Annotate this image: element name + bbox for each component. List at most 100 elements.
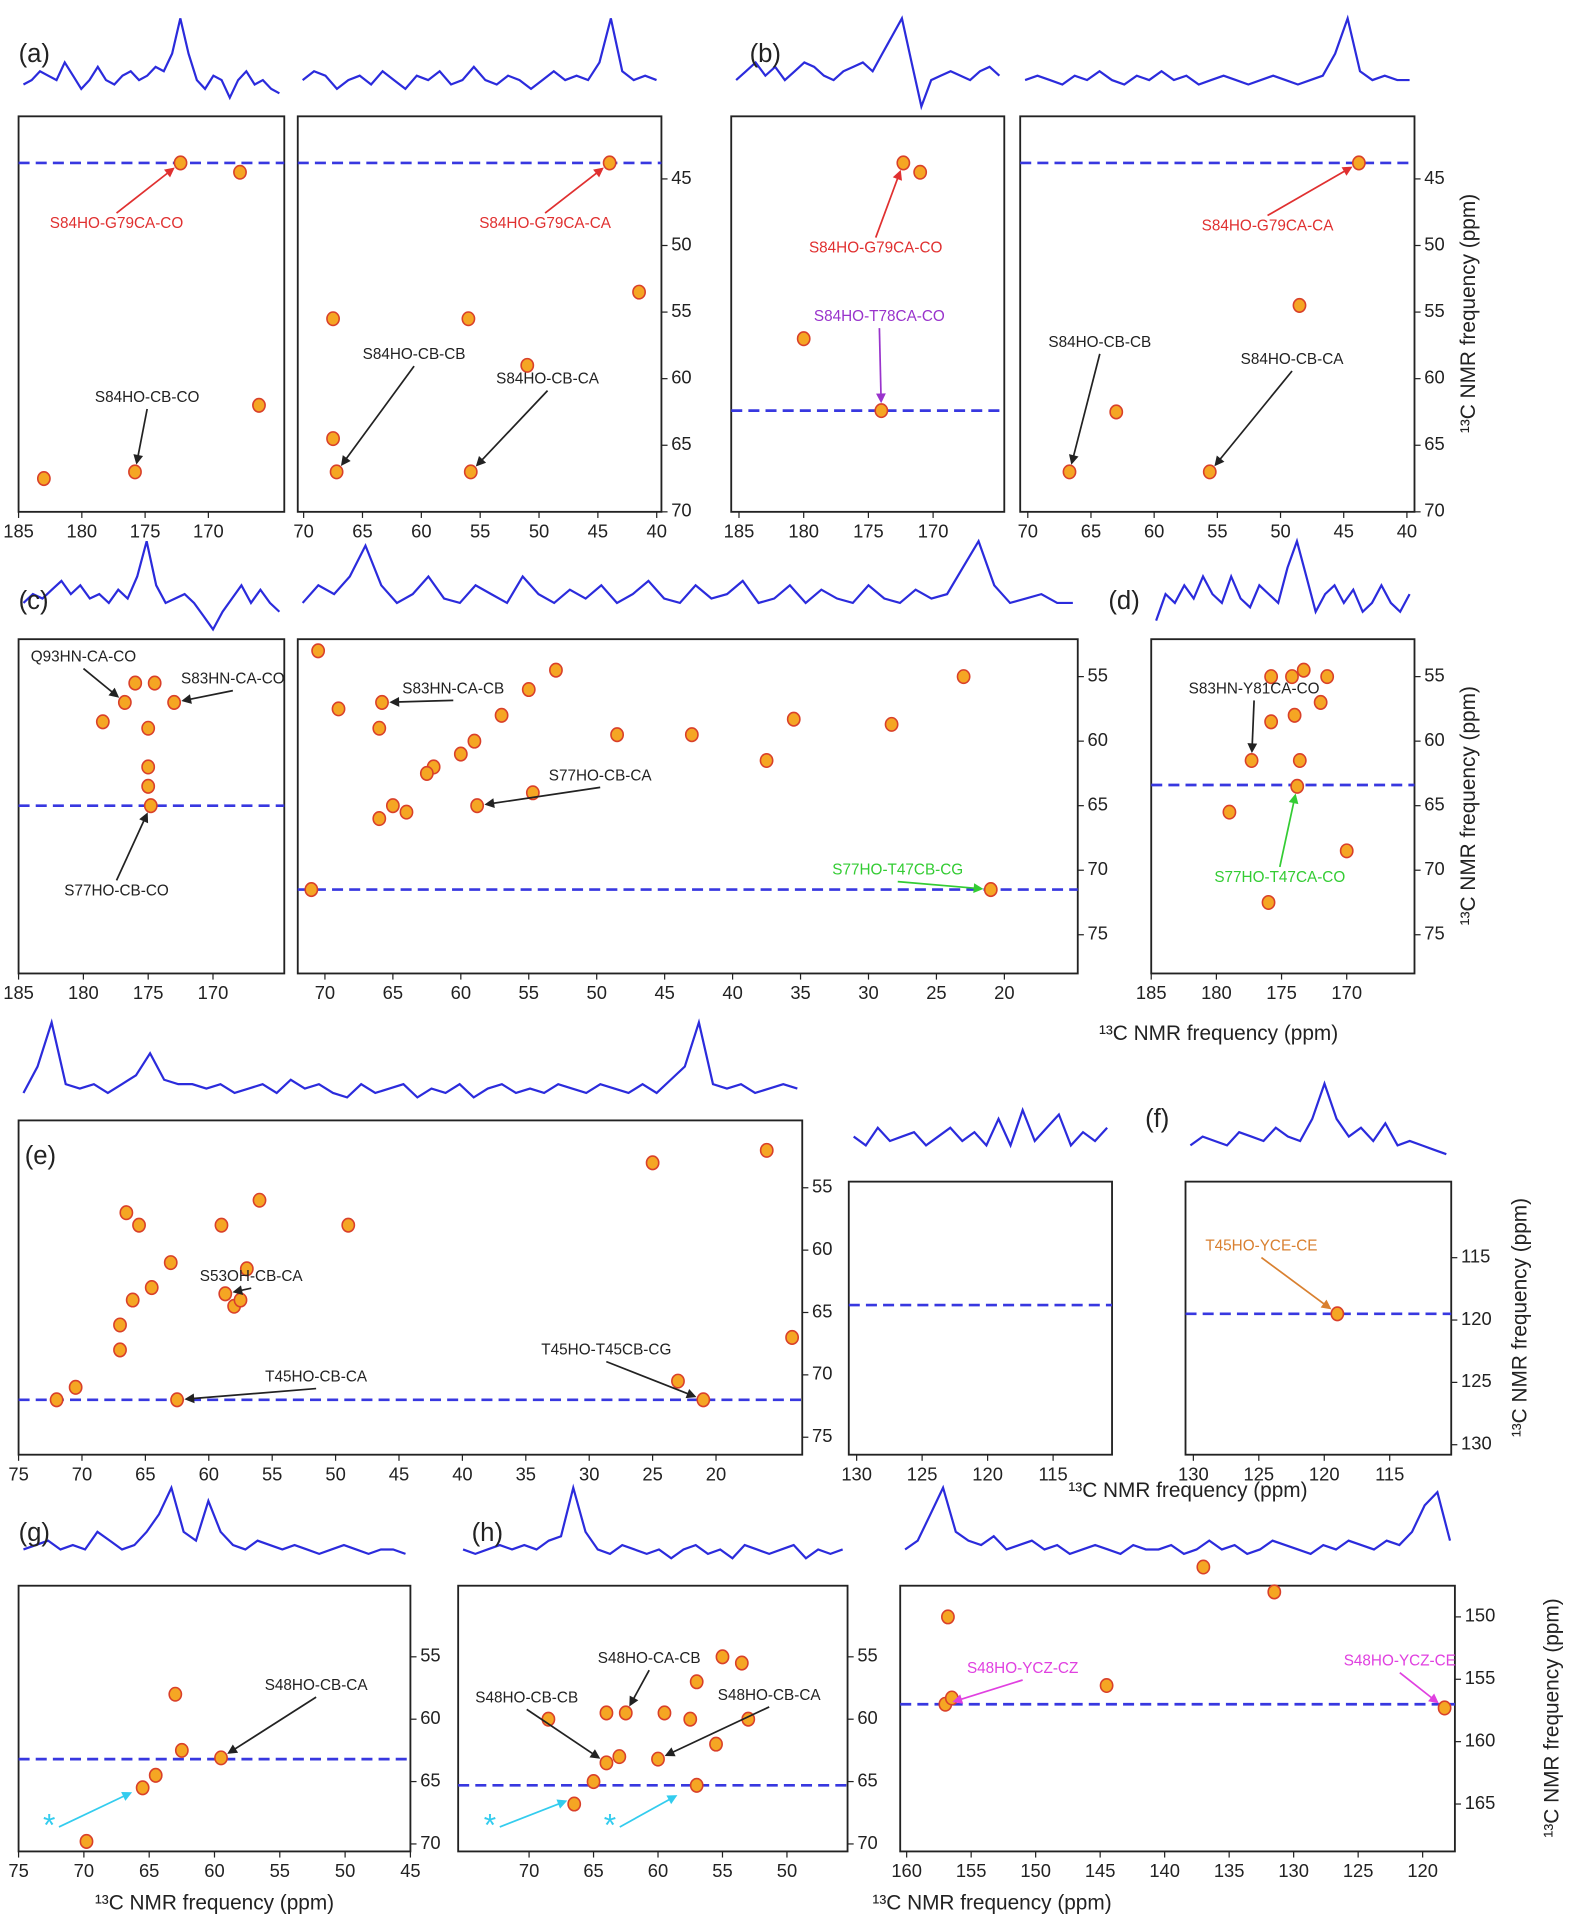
annotation-arrow <box>878 328 882 396</box>
y-axis-label: ¹³C NMR frequency (ppm) <box>1457 194 1480 433</box>
arrow-head <box>164 167 175 178</box>
plot-frame <box>899 1584 1456 1853</box>
annotation-arrow <box>632 1669 650 1701</box>
peak <box>375 694 389 710</box>
y-tick-label: 70 <box>857 1832 877 1853</box>
arrow-head <box>629 1695 639 1707</box>
peak <box>141 778 156 794</box>
arrow-head <box>664 1747 676 1757</box>
peak <box>715 1649 730 1665</box>
x-axis-label: ¹³C NMR frequency (ppm) <box>1068 1479 1307 1502</box>
peak <box>1202 464 1217 480</box>
annotation-label: S48HO-CA-CB <box>598 1650 701 1667</box>
annotation-label: S84HO-T78CA-CO <box>814 308 945 325</box>
y-tick-label: 60 <box>420 1707 440 1728</box>
peak <box>148 1767 163 1783</box>
trace <box>22 1018 798 1099</box>
peak <box>113 1317 127 1333</box>
y-tick-label: 55 <box>812 1176 832 1197</box>
x-tick-label: 150 <box>1020 1860 1051 1881</box>
annotation-arrow <box>544 171 599 214</box>
peak <box>683 1711 698 1727</box>
arrow-head <box>973 883 984 893</box>
x-tick-label: 180 <box>788 520 819 541</box>
peak <box>419 765 434 781</box>
peak <box>709 1736 723 1752</box>
arrow-head <box>389 697 400 707</box>
peak <box>1320 669 1335 685</box>
arrow-head <box>952 1694 964 1704</box>
x-tick-label: 120 <box>972 1463 1003 1484</box>
star-marker: * <box>43 1806 55 1842</box>
x-tick-label: 115 <box>1375 1463 1404 1484</box>
peak <box>785 1329 800 1345</box>
x-tick-label: 145 <box>1085 1860 1116 1881</box>
peak <box>117 694 132 710</box>
x-tick-label: 65 <box>383 982 403 1003</box>
plot-frame <box>17 115 286 513</box>
arrow-head <box>1320 1299 1332 1310</box>
arrow-head <box>685 1388 697 1399</box>
peak <box>1099 1677 1114 1694</box>
x-tick-label: 45 <box>588 520 608 541</box>
y-tick-label: 55 <box>1088 664 1108 685</box>
x-tick-label: 60 <box>411 520 431 541</box>
x-tick-label: 70 <box>315 982 335 1003</box>
peak <box>143 798 158 814</box>
trace <box>1155 537 1411 621</box>
arrow-head <box>484 798 495 808</box>
x-tick-label: 75 <box>8 1463 28 1484</box>
x-tick-label: 65 <box>139 1860 159 1881</box>
annotation-arrow <box>396 699 454 703</box>
peak <box>326 431 340 447</box>
peak <box>141 759 156 775</box>
peak <box>453 746 468 762</box>
peak <box>95 714 110 730</box>
y-axis-label: ¹³C NMR frequency (ppm) <box>1540 1598 1563 1837</box>
peak <box>734 1655 749 1671</box>
peak <box>689 1674 704 1690</box>
peak <box>49 1392 64 1408</box>
x-tick-label: 30 <box>858 982 878 1003</box>
y-tick-label: 50 <box>1424 233 1444 254</box>
peak <box>135 1780 150 1796</box>
peak <box>128 464 142 480</box>
peak <box>1313 694 1328 710</box>
peak <box>326 311 340 327</box>
x-tick-label: 40 <box>647 520 667 541</box>
plot-frame <box>17 1119 804 1456</box>
x-tick-label: 70 <box>74 1860 94 1881</box>
arrow-head <box>1247 743 1258 754</box>
x-tick-label: 65 <box>1081 520 1101 541</box>
plot-frame <box>1150 638 1416 975</box>
annotation-arrow <box>1072 353 1101 458</box>
x-tick-label: 20 <box>994 982 1014 1003</box>
annotation-label: S84HO-CB-CA <box>1241 351 1345 368</box>
annotation-arrow <box>874 176 900 238</box>
x-tick-label: 170 <box>198 982 229 1003</box>
x-tick-label: 40 <box>452 1463 472 1484</box>
peak <box>944 1690 959 1706</box>
y-tick-label: 60 <box>812 1238 832 1259</box>
annotation-arrow <box>897 880 977 890</box>
x-tick-label: 60 <box>1144 520 1164 541</box>
y-tick-label: 70 <box>1424 500 1444 521</box>
peak <box>759 752 774 769</box>
x-tick-label: 170 <box>918 520 949 541</box>
annotation-arrow <box>1399 1671 1434 1700</box>
peak <box>521 681 536 698</box>
peak <box>1267 1584 1282 1600</box>
peak <box>549 662 563 678</box>
annotation-arrow <box>136 408 148 458</box>
x-tick-label: 35 <box>516 1463 536 1484</box>
x-tick-label: 55 <box>1207 520 1227 541</box>
panel-label: (b) <box>750 40 781 68</box>
y-tick-label: 70 <box>1088 858 1108 879</box>
peak <box>786 711 801 727</box>
x-axis-label: ¹³C NMR frequency (ppm) <box>95 1892 334 1915</box>
y-tick-label: 55 <box>1424 300 1444 321</box>
peak <box>1062 464 1077 480</box>
x-tick-label: 70 <box>72 1463 92 1484</box>
